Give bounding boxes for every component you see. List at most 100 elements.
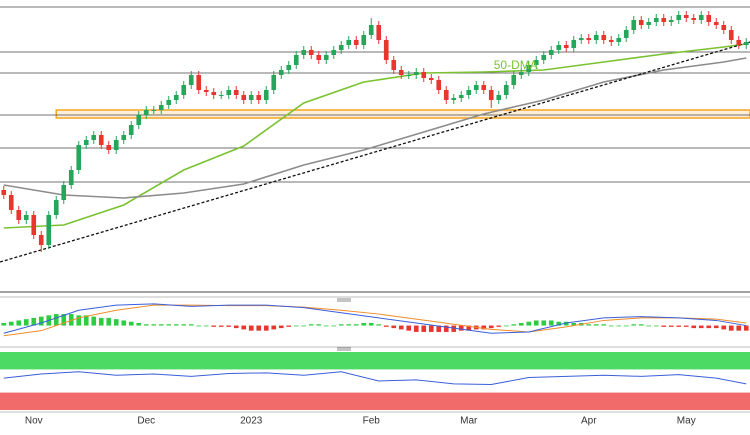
candle-body: [233, 90, 239, 95]
candle-body: [53, 200, 59, 215]
macd-bar: [563, 321, 569, 326]
macd-bar: [203, 325, 209, 327]
x-tick-label: May: [677, 416, 696, 427]
candle-body: [271, 75, 277, 90]
macd-bar: [76, 315, 82, 326]
candle-body: [286, 65, 292, 70]
macd-bar: [743, 325, 749, 331]
macd-bar: [248, 325, 254, 331]
candle-body: [181, 85, 187, 95]
candle-body: [158, 105, 164, 110]
moving-average: [3, 43, 747, 229]
macd-bar: [676, 325, 682, 327]
candle-body: [736, 40, 742, 45]
macd-bar: [511, 324, 517, 326]
macd-bar: [166, 324, 172, 326]
macd-bar: [173, 324, 179, 326]
macd-bar: [286, 325, 292, 327]
candle-body: [616, 38, 622, 42]
macd-bar: [623, 325, 629, 327]
macd-bar: [53, 314, 59, 326]
macd-bar: [608, 325, 614, 327]
macd-bar: [443, 325, 449, 332]
macd-bar: [293, 325, 299, 327]
candle-body: [608, 40, 614, 42]
candle-body: [421, 72, 427, 78]
candle-body: [691, 18, 697, 20]
candle-body: [323, 55, 329, 60]
candle-body: [391, 60, 397, 70]
candle-body: [563, 45, 569, 48]
candle-body: [188, 75, 194, 85]
ma-label: 50-DMA: [494, 58, 538, 72]
macd-bar: [406, 325, 412, 331]
candle-body: [106, 145, 112, 150]
macd-bar: [601, 324, 607, 326]
candle-body: [556, 45, 562, 50]
candle-body: [683, 15, 689, 18]
macd-line: [3, 303, 747, 334]
macd-bar: [226, 325, 232, 327]
macd-bar: [548, 320, 554, 326]
macd-bar: [256, 325, 262, 331]
macd-bar: [376, 324, 382, 326]
candle-body: [728, 30, 734, 40]
candle-body: [346, 40, 352, 45]
candle-body: [661, 18, 667, 22]
macd-bar: [338, 324, 344, 326]
macd-bar: [16, 320, 22, 326]
candle-body: [398, 70, 404, 75]
macd-bar: [83, 315, 89, 326]
candle-body: [676, 15, 682, 20]
macd-bar: [8, 321, 14, 326]
macd-bar: [593, 324, 599, 326]
macd-bar: [113, 319, 119, 326]
macd-bar: [556, 321, 562, 326]
candle-body: [173, 95, 179, 100]
rsi-line: [3, 371, 747, 385]
candle-body: [301, 50, 307, 55]
macd-bar: [368, 323, 374, 326]
macd-bar: [533, 320, 539, 326]
macd-bar: [128, 321, 134, 326]
macd-bar: [23, 319, 29, 326]
candle-body: [278, 70, 284, 75]
candle-body: [8, 195, 14, 210]
macd-bar: [616, 325, 622, 327]
macd-bar: [188, 324, 194, 326]
macd-bar: [308, 324, 314, 326]
macd-bar: [481, 325, 487, 330]
macd-bar: [121, 320, 127, 326]
candle-body: [586, 38, 592, 40]
macd-bar: [466, 325, 472, 331]
candle-body: [466, 90, 472, 95]
macd-bar: [31, 317, 37, 326]
candle-body: [128, 125, 134, 135]
macd-bar: [323, 325, 329, 327]
candle-body: [436, 80, 442, 90]
candle-body: [143, 110, 149, 115]
macd-bar: [661, 325, 667, 327]
candle-body: [698, 15, 704, 20]
candle-body: [61, 185, 67, 200]
macd-bar: [518, 323, 524, 326]
macd-bar: [181, 324, 187, 326]
macd-bar: [646, 325, 652, 327]
macd-bar: [421, 325, 427, 332]
oversold-band: [0, 392, 750, 410]
trendline: [0, 41, 750, 263]
macd-bar: [346, 324, 352, 326]
candle-body: [743, 42, 749, 45]
macd-bar: [736, 325, 742, 331]
candle-body: [16, 210, 22, 220]
macd-bar: [458, 325, 464, 331]
candle-body: [293, 55, 299, 65]
candle-body: [83, 140, 89, 145]
macd-bar: [496, 325, 502, 327]
candle-body: [23, 215, 29, 220]
macd-bar: [158, 324, 164, 326]
macd-bar: [526, 321, 532, 326]
candle-body: [526, 65, 532, 72]
